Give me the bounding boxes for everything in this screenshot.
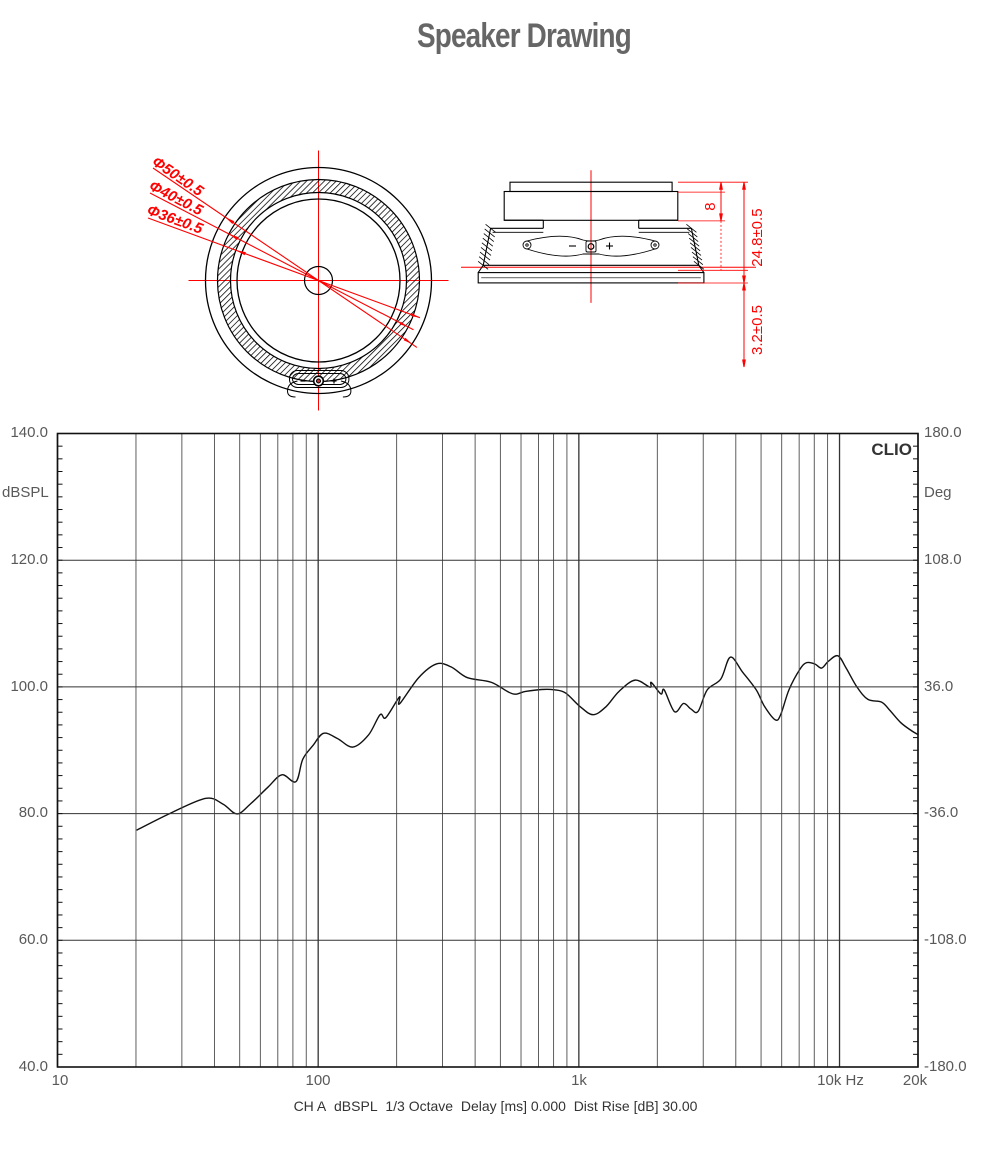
svg-text:24.8±0.5: 24.8±0.5	[749, 208, 766, 266]
svg-text:8: 8	[702, 202, 719, 210]
svg-text:3.2±0.5: 3.2±0.5	[749, 305, 766, 355]
